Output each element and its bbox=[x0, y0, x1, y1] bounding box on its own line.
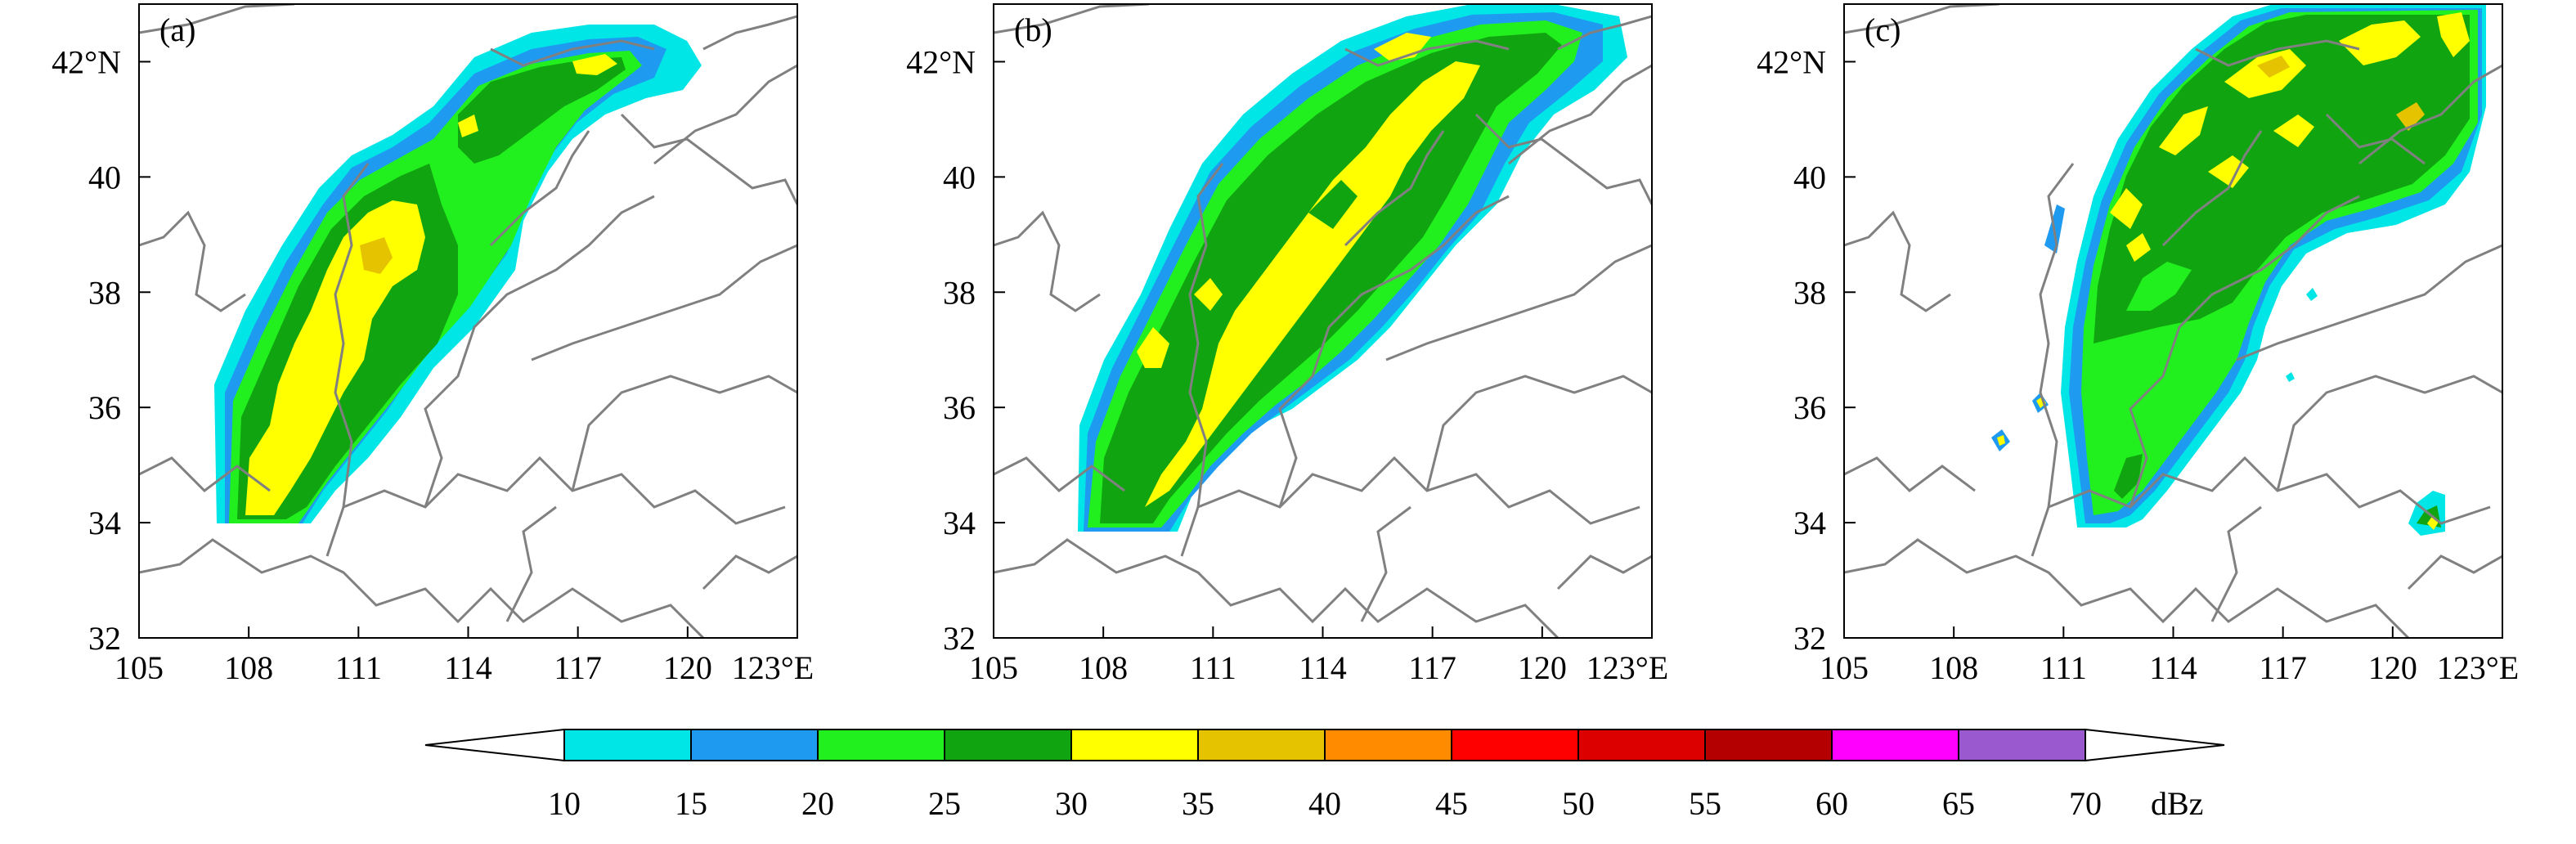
lat-tick-label: 32 bbox=[943, 620, 976, 657]
lat-tick-label: 42°N bbox=[52, 43, 121, 80]
panel-label-b: (b) bbox=[1014, 11, 1052, 48]
colorbar-tick-label: 55 bbox=[1689, 785, 1721, 822]
boundaries-a bbox=[139, 4, 797, 638]
colorbar-box bbox=[1577, 729, 1706, 761]
lat-tick-label: 38 bbox=[1793, 274, 1826, 311]
colorbar-right-arrow bbox=[2085, 728, 2225, 762]
axis-ticks-c: 105 108 111 114 117 120 123°E 32 34 36 38 40 42°N bbox=[1757, 43, 2519, 686]
colorbar-tick-label: 20 bbox=[801, 785, 834, 822]
colorbar-unit: dBz bbox=[2151, 785, 2203, 822]
colorbar-box bbox=[1070, 729, 1199, 761]
lon-tick-label: 123°E bbox=[732, 649, 814, 686]
lat-tick-label: 36 bbox=[943, 389, 976, 426]
lon-tick-label: 123°E bbox=[1586, 649, 1668, 686]
lon-tick-label: 105 bbox=[114, 649, 164, 686]
colorbar-tick-label: 65 bbox=[1942, 785, 1975, 822]
lat-tick-label: 36 bbox=[88, 389, 121, 426]
lon-tick-label: 105 bbox=[1820, 649, 1869, 686]
colorbar-box bbox=[944, 729, 1072, 761]
lon-tick-label: 114 bbox=[444, 649, 492, 686]
lon-tick-label: 120 bbox=[1518, 649, 1567, 686]
lon-tick-label: 114 bbox=[2149, 649, 2197, 686]
colorbar-tick-labels: 10 15 20 25 30 35 40 45 50 55 60 65 70 bbox=[548, 785, 2102, 822]
colorbar-tick-label: 60 bbox=[1815, 785, 1848, 822]
colorbar-tick-label: 10 bbox=[548, 785, 581, 822]
panel-label-c: (c) bbox=[1865, 11, 1901, 48]
lat-tick-label: 40 bbox=[1793, 159, 1826, 195]
lat-tick-label: 36 bbox=[1793, 389, 1826, 426]
colorbar-tick-label: 30 bbox=[1055, 785, 1088, 822]
colorbar-box bbox=[1451, 729, 1579, 761]
lat-tick-label: 40 bbox=[88, 159, 121, 195]
lon-tick-label: 120 bbox=[663, 649, 712, 686]
lat-tick-label: 42°N bbox=[1757, 43, 1826, 80]
lat-tick-label: 42°N bbox=[906, 43, 976, 80]
colorbar-tick-label: 15 bbox=[675, 785, 707, 822]
colorbar-box bbox=[817, 729, 945, 761]
panel-label-a: (a) bbox=[159, 11, 195, 48]
colorbar-box bbox=[1197, 729, 1326, 761]
colorbar: 10 15 20 25 30 35 40 45 50 55 60 65 70 dBz bbox=[424, 728, 2225, 822]
colorbar-tick-label: 35 bbox=[1182, 785, 1214, 822]
reflectivity-field-b bbox=[1078, 4, 1627, 532]
colorbar-tick-label: 70 bbox=[2069, 785, 2102, 822]
axis-ticks-a: 105 108 111 114 117 120 123°E 32 34 36 38 40 42°N bbox=[52, 43, 814, 686]
lon-tick-label: 108 bbox=[1079, 649, 1128, 686]
lat-tick-label: 34 bbox=[943, 505, 976, 541]
lon-tick-label: 111 bbox=[2040, 649, 2087, 686]
colorbar-box bbox=[1958, 729, 2086, 761]
colorbar-boxes bbox=[424, 728, 2225, 762]
lat-tick-label: 40 bbox=[943, 159, 976, 195]
lon-tick-label: 120 bbox=[2368, 649, 2417, 686]
colorbar-box bbox=[1324, 729, 1452, 761]
colorbar-left-arrow bbox=[424, 728, 565, 762]
lon-tick-label: 108 bbox=[224, 649, 273, 686]
panel-a: (a) 105 108 111 114 117 120 123°E 32 34 36 38 40 42°… bbox=[52, 3, 814, 686]
lat-tick-label: 32 bbox=[1793, 620, 1826, 657]
reflectivity-field-c bbox=[1991, 4, 2486, 536]
lon-tick-label: 105 bbox=[969, 649, 1018, 686]
lon-tick-label: 117 bbox=[2259, 649, 2307, 686]
colorbar-tick-label: 25 bbox=[928, 785, 961, 822]
lon-tick-label: 111 bbox=[1190, 649, 1236, 686]
lon-tick-label: 114 bbox=[1299, 649, 1347, 686]
colorbar-box bbox=[1831, 729, 1959, 761]
colorbar-box bbox=[563, 729, 692, 761]
lat-tick-label: 38 bbox=[943, 274, 976, 311]
colorbar-tick-label: 50 bbox=[1562, 785, 1595, 822]
lon-tick-label: 111 bbox=[335, 649, 382, 686]
axis-ticks-b: 105 108 111 114 117 120 123°E 32 34 36 38 40 42°N bbox=[906, 43, 1668, 686]
lat-tick-label: 34 bbox=[1793, 505, 1826, 541]
lat-tick-label: 32 bbox=[88, 620, 121, 657]
lon-tick-label: 108 bbox=[1929, 649, 1978, 686]
lat-tick-label: 38 bbox=[88, 274, 121, 311]
boundaries-b bbox=[994, 4, 1652, 638]
panel-c: (c) 105 108 111 114 117 120 123°E 32 34 36 38 40 42°… bbox=[1757, 3, 2519, 686]
boundaries-c bbox=[1844, 4, 2502, 638]
colorbar-tick-label: 40 bbox=[1308, 785, 1341, 822]
lat-tick-label: 34 bbox=[88, 505, 121, 541]
colorbar-box bbox=[1704, 729, 1833, 761]
lon-tick-label: 117 bbox=[1408, 649, 1456, 686]
lon-tick-label: 117 bbox=[554, 649, 602, 686]
colorbar-tick-label: 45 bbox=[1435, 785, 1468, 822]
panel-b: (b) 105 108 111 114 117 120 123°E 32 34 36 38 40 42°… bbox=[906, 3, 1668, 686]
colorbar-box bbox=[690, 729, 819, 761]
lon-tick-label: 123°E bbox=[2437, 649, 2519, 686]
